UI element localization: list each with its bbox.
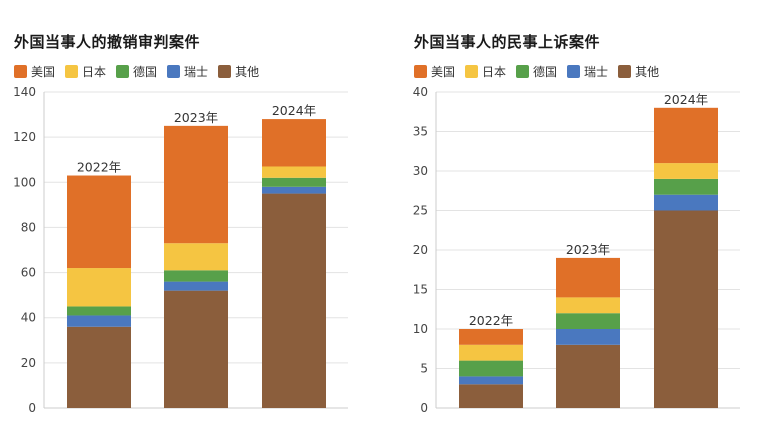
y-tick-label: 25 bbox=[413, 204, 428, 218]
bar-category-label: 2023年 bbox=[566, 242, 610, 257]
legend-item[interactable]: 瑞士 bbox=[567, 63, 608, 80]
legend-label: 美国 bbox=[431, 65, 456, 79]
bar-segment-美国[interactable] bbox=[459, 329, 523, 345]
bar-segment-美国[interactable] bbox=[67, 175, 131, 269]
bar-segment-其他[interactable] bbox=[262, 193, 326, 408]
legend-swatch bbox=[414, 65, 427, 78]
y-tick-label: 80 bbox=[21, 220, 36, 234]
legend-item[interactable]: 瑞士 bbox=[167, 63, 208, 80]
bar-segment-美国[interactable] bbox=[262, 119, 326, 167]
bar-segment-日本[interactable] bbox=[164, 243, 228, 271]
bar-segment-德国[interactable] bbox=[556, 313, 620, 329]
y-tick-label: 35 bbox=[413, 125, 428, 139]
y-tick-label: 0 bbox=[420, 401, 428, 415]
bar-segment-日本[interactable] bbox=[262, 166, 326, 178]
y-tick-label: 140 bbox=[13, 85, 36, 99]
bar-segment-德国[interactable] bbox=[654, 178, 718, 195]
bar-segment-瑞士[interactable] bbox=[67, 315, 131, 327]
bar-segment-日本[interactable] bbox=[459, 344, 523, 361]
bar-segment-瑞士[interactable] bbox=[164, 281, 228, 291]
legend-label: 瑞士 bbox=[584, 65, 609, 79]
bar-category-label: 2023年 bbox=[174, 110, 218, 125]
y-tick-label: 15 bbox=[413, 283, 428, 297]
legend-swatch bbox=[14, 65, 27, 78]
y-tick-label: 100 bbox=[13, 175, 36, 189]
legend-swatch bbox=[167, 65, 181, 78]
y-tick-label: 20 bbox=[21, 356, 36, 370]
bar-segment-瑞士[interactable] bbox=[556, 329, 620, 345]
chart-plot-area: 0 20 40 60 80 100 120 140 2022年 2023年 2024年 bbox=[13, 85, 348, 415]
legend-swatch bbox=[465, 65, 479, 78]
chart-panel-civil-appeals: 外国当事人的民事上诉案件 美国 日本 德国 瑞士 其他 0 5 10 15 20 25 30… bbox=[392, 0, 763, 435]
y-tick-label: 120 bbox=[13, 130, 36, 144]
bar-segment-瑞士[interactable] bbox=[459, 376, 523, 385]
bar-segment-瑞士[interactable] bbox=[654, 194, 718, 211]
legend-label: 美国 bbox=[31, 65, 56, 79]
legend-item[interactable]: 其他 bbox=[618, 63, 659, 80]
legend-label: 其他 bbox=[635, 65, 660, 79]
bar-segment-其他[interactable] bbox=[556, 344, 620, 408]
bar-segment-其他[interactable] bbox=[654, 210, 718, 409]
legend-swatch bbox=[218, 65, 232, 78]
bar-category-label: 2024年 bbox=[272, 103, 316, 118]
legend-item[interactable]: 美国 bbox=[414, 63, 455, 80]
y-tick-label: 40 bbox=[413, 85, 428, 99]
bar-segment-其他[interactable] bbox=[459, 384, 523, 408]
bar-segment-日本[interactable] bbox=[556, 297, 620, 314]
legend-item[interactable]: 日本 bbox=[65, 63, 106, 80]
bar-segment-其他[interactable] bbox=[164, 290, 228, 408]
bar-segment-德国[interactable] bbox=[262, 177, 326, 187]
legend-swatch bbox=[516, 65, 530, 78]
legend-item[interactable]: 美国 bbox=[14, 63, 55, 80]
bar-segment-美国[interactable] bbox=[164, 125, 228, 244]
legend-swatch bbox=[65, 65, 79, 78]
legend-swatch bbox=[567, 65, 581, 78]
bar-segment-美国[interactable] bbox=[654, 107, 718, 164]
y-tick-label: 10 bbox=[413, 322, 428, 336]
chart-title: 外国当事人的撤销审判案件 bbox=[14, 33, 201, 51]
chart-title: 外国当事人的民事上诉案件 bbox=[414, 33, 601, 51]
legend-label: 日本 bbox=[82, 65, 107, 79]
legend-swatch bbox=[116, 65, 130, 78]
bar-segment-美国[interactable] bbox=[556, 257, 620, 298]
legend-item[interactable]: 德国 bbox=[516, 63, 557, 80]
y-tick-label: 40 bbox=[21, 311, 36, 325]
bar-segment-日本[interactable] bbox=[67, 268, 131, 307]
chart-legend: 美国 日本 德国 瑞士 其他 bbox=[14, 63, 269, 80]
legend-item[interactable]: 德国 bbox=[116, 63, 157, 80]
y-tick-label: 30 bbox=[413, 164, 428, 178]
bar-category-label: 2022年 bbox=[469, 313, 513, 328]
chart-panel-revocation-trials: 外国当事人的撤销审判案件 美国 日本 德国 瑞士 其他 0 20 40 60 80 100… bbox=[0, 0, 381, 435]
legend-label: 其他 bbox=[235, 65, 260, 79]
bar-segment-德国[interactable] bbox=[164, 270, 228, 282]
chart-legend: 美国 日本 德国 瑞士 其他 bbox=[414, 63, 669, 80]
y-tick-label: 0 bbox=[28, 401, 36, 415]
y-tick-label: 5 bbox=[420, 362, 428, 376]
legend-item[interactable]: 日本 bbox=[465, 63, 506, 80]
legend-label: 日本 bbox=[482, 65, 507, 79]
bar-segment-其他[interactable] bbox=[67, 326, 131, 408]
legend-swatch bbox=[618, 65, 632, 78]
bar-category-label: 2022年 bbox=[77, 160, 121, 175]
y-tick-label: 20 bbox=[413, 243, 428, 257]
bar-segment-德国[interactable] bbox=[459, 360, 523, 377]
chart-plot-area: 0 5 10 15 20 25 30 35 40 2022年 2023年 2024年 bbox=[413, 85, 740, 415]
legend-item[interactable]: 其他 bbox=[218, 63, 259, 80]
bar-segment-瑞士[interactable] bbox=[262, 186, 326, 194]
bar-category-label: 2024年 bbox=[664, 92, 708, 107]
bar-segment-德国[interactable] bbox=[67, 306, 131, 316]
legend-label: 瑞士 bbox=[184, 65, 209, 79]
y-tick-label: 60 bbox=[21, 266, 36, 280]
legend-label: 德国 bbox=[533, 65, 558, 79]
bar-segment-日本[interactable] bbox=[654, 163, 718, 179]
legend-label: 德国 bbox=[133, 65, 158, 79]
